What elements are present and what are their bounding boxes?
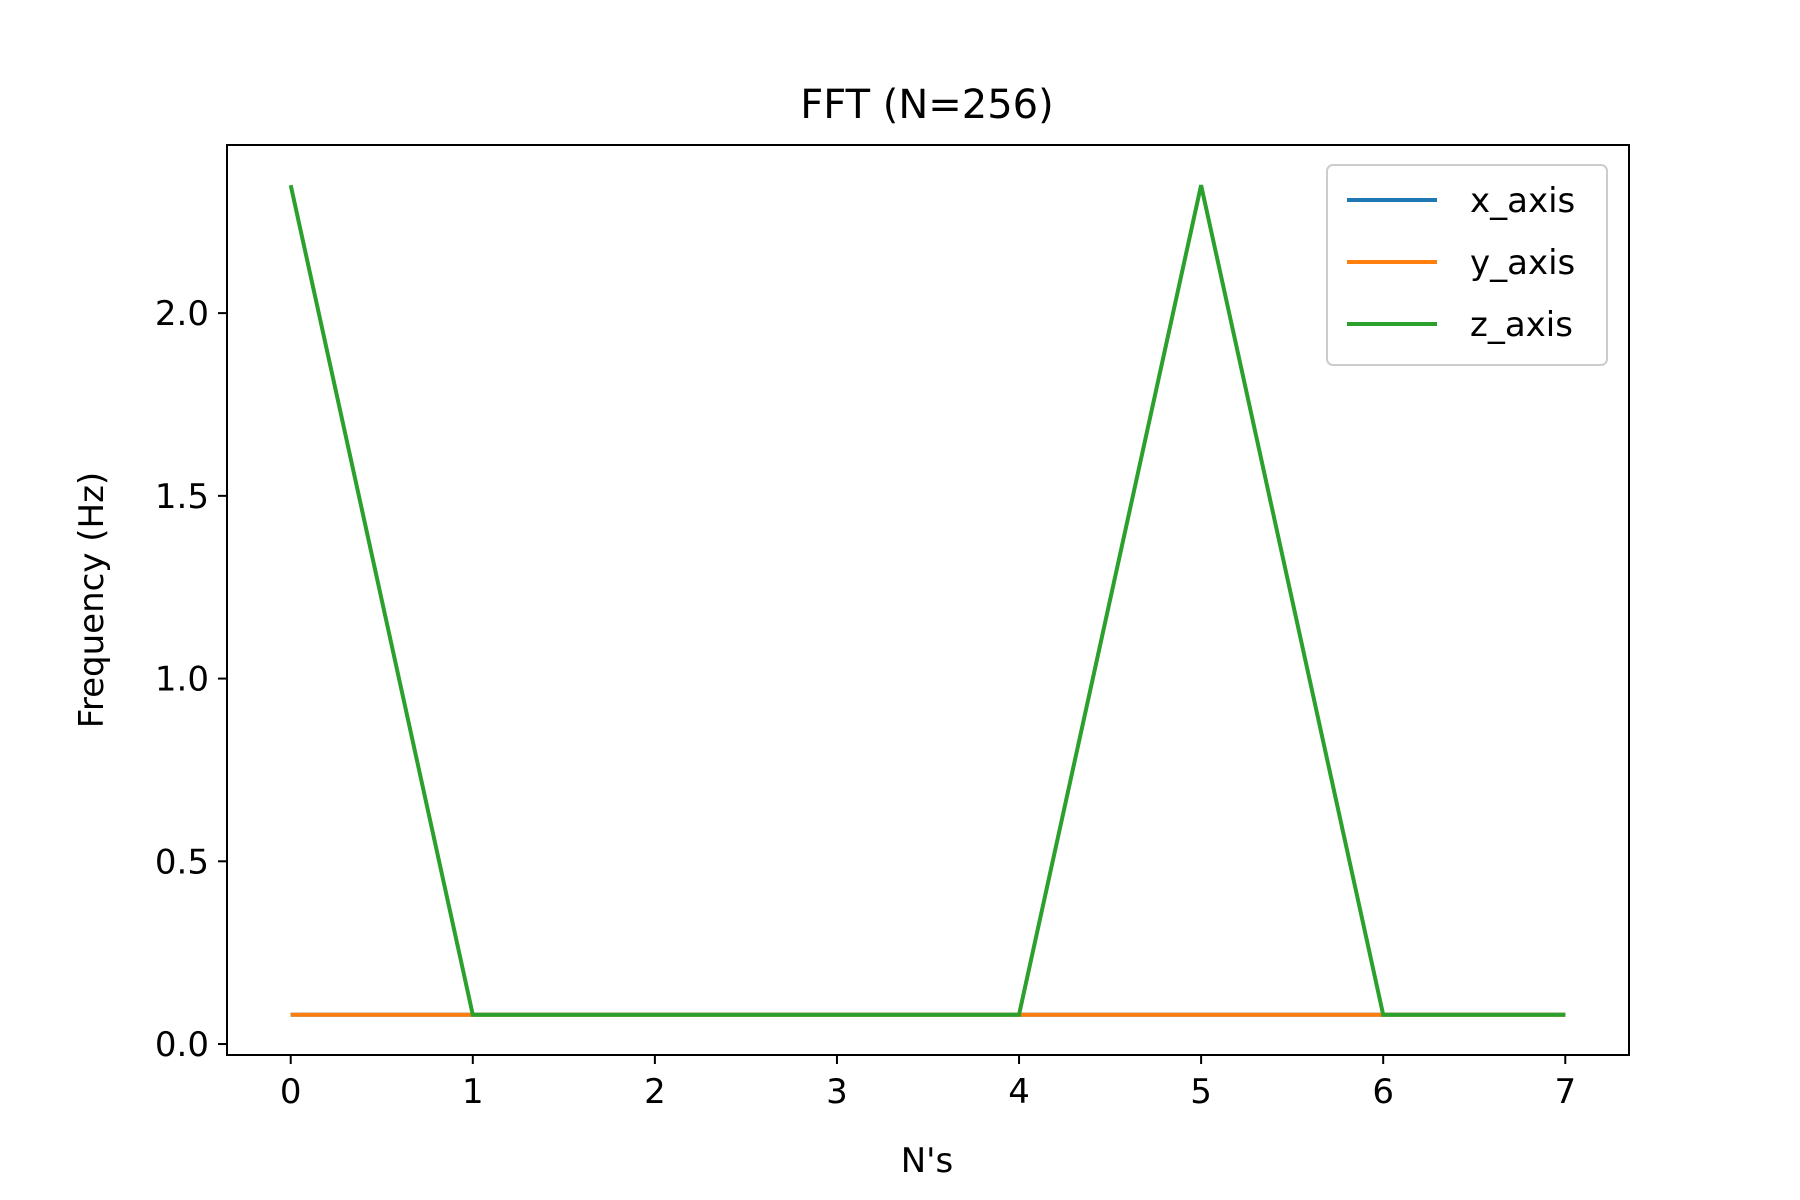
y-axis-label: Frequency (Hz) (72, 472, 112, 728)
y-tick-label: 0.5 (155, 842, 209, 882)
legend: x_axis y_axis z_axis (1326, 164, 1608, 366)
chart-title: FFT (N=256) (800, 82, 1053, 128)
x-tick-label: 3 (826, 1072, 848, 1112)
x-axis-label: N's (901, 1141, 954, 1181)
legend-label-y-axis: y_axis (1470, 243, 1575, 283)
x-tick-label: 6 (1372, 1072, 1394, 1112)
x-tick-label: 0 (280, 1072, 302, 1112)
x-tick-label: 4 (1008, 1072, 1030, 1112)
series-line-z-axis (288, 184, 1566, 1017)
series-lines (288, 184, 1566, 1017)
x-axis-ticks: 0 1 2 3 4 5 6 7 (280, 1055, 1576, 1112)
y-tick-label: 2.0 (155, 294, 209, 334)
plot-frame (226, 144, 1630, 1056)
y-tick-label: 1.0 (155, 660, 209, 700)
x-tick-label: 5 (1190, 1072, 1212, 1112)
legend-label-z-axis: z_axis (1470, 305, 1573, 345)
x-tick-label: 7 (1554, 1072, 1576, 1112)
x-tick-label: 2 (644, 1072, 666, 1112)
y-axis-ticks: 0.0 0.5 1.0 1.5 2.0 (155, 294, 227, 1065)
y-tick-label: 0.0 (155, 1025, 209, 1065)
legend-label-x-axis: x_axis (1470, 181, 1575, 221)
y-tick-label: 1.5 (155, 477, 209, 517)
legend-box (1326, 164, 1608, 366)
x-tick-label: 1 (462, 1072, 484, 1112)
